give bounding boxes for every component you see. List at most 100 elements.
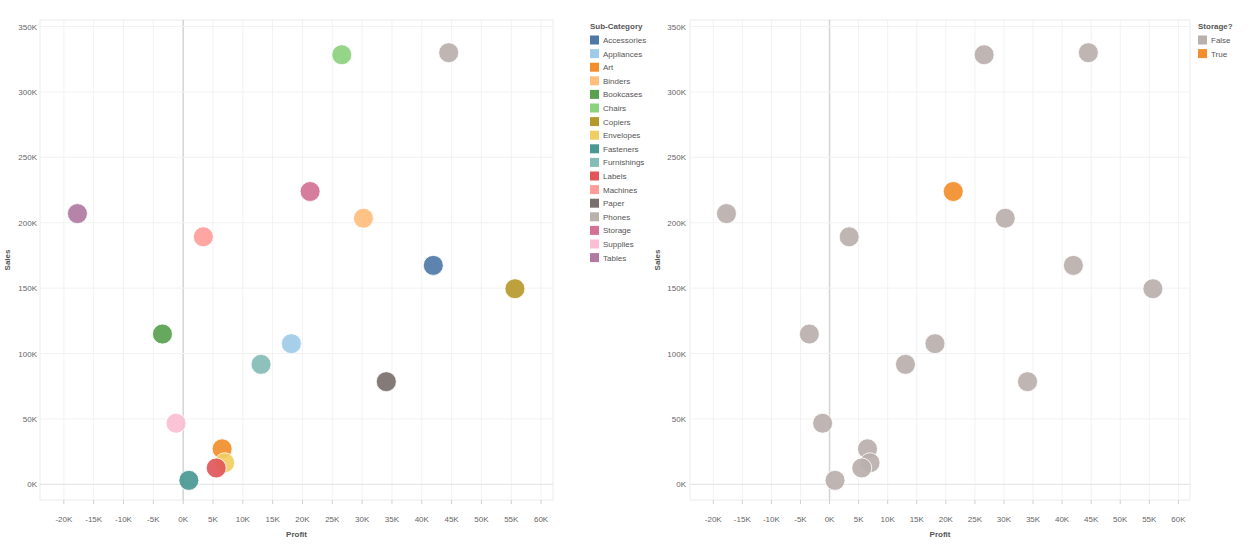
scatter-point — [166, 413, 186, 433]
legend-label: True — [1211, 50, 1228, 59]
x-tick-label: -5K — [147, 515, 160, 524]
x-tick — [63, 500, 64, 504]
legend-label: Binders — [603, 77, 630, 86]
scatter-point — [251, 354, 271, 374]
x-tick — [302, 500, 303, 504]
chart: -20K-15K-10K-5K0K5K10K15K20K25K30K35K40K… — [3, 20, 646, 539]
figure: -20K-15K-10K-5K0K5K10K15K20K25K30K35K40K… — [0, 0, 1250, 550]
scatter-point — [300, 182, 320, 202]
y-tick-label: 100K — [667, 350, 686, 359]
x-tick-label: 0K — [825, 515, 835, 524]
y-tick-label: 250K — [667, 153, 686, 162]
x-tick-label: -20K — [55, 515, 73, 524]
y-grid-line — [690, 91, 1190, 92]
legend-swatch — [590, 131, 599, 140]
x-tick-label: 50K — [1113, 515, 1128, 524]
x-tick — [858, 500, 859, 504]
legend-swatch — [590, 63, 599, 72]
legend-swatch — [590, 185, 599, 194]
y-grid-line — [690, 353, 1190, 354]
x-tick-label: -10K — [763, 515, 781, 524]
legend-swatch — [590, 76, 599, 85]
legend-swatch — [590, 158, 599, 167]
legend-label: Appliances — [603, 50, 642, 59]
x-tick-label: 10K — [236, 515, 251, 524]
x-tick — [481, 500, 482, 504]
x-tick-label: 5K — [854, 515, 864, 524]
x-tick-label: 60K — [534, 515, 549, 524]
y-tick-label: 250K — [18, 153, 37, 162]
legend-label: Supplies — [603, 240, 634, 249]
scatter-point — [813, 413, 833, 433]
x-tick-label: -20K — [705, 515, 723, 524]
x-tick-label: 60K — [1171, 515, 1186, 524]
x-tick — [887, 500, 888, 504]
x-tick — [916, 500, 917, 504]
legend-label: Phones — [603, 213, 630, 222]
y-grid-line — [690, 418, 1190, 419]
scatter-point — [974, 45, 994, 65]
scatter-point — [1063, 255, 1083, 275]
x-tick-label: -10K — [115, 515, 133, 524]
x-tick-label: 10K — [881, 515, 896, 524]
legend-label: Storage — [603, 226, 632, 235]
x-tick-label: 30K — [997, 515, 1012, 524]
x-tick-label: 5K — [208, 515, 218, 524]
scatter-point — [799, 324, 819, 344]
scatter-point — [281, 334, 301, 354]
x-tick-label: 40K — [415, 515, 430, 524]
legend-swatch — [590, 104, 599, 113]
legend-swatch — [590, 212, 599, 221]
legend-label: Copiers — [603, 118, 631, 127]
legend-swatch — [590, 117, 599, 126]
legend-label: Furnishings — [603, 158, 644, 167]
x-tick — [1120, 500, 1121, 504]
x-tick — [713, 500, 714, 504]
x-axis-title: Profit — [286, 530, 307, 539]
marks — [716, 43, 1162, 491]
legend-swatch — [1198, 49, 1207, 58]
y-tick-label: 200K — [667, 219, 686, 228]
legend-label: Bookcases — [603, 90, 642, 99]
x-tick-label: 45K — [444, 515, 459, 524]
x-tick — [421, 500, 422, 504]
x-tick — [212, 500, 213, 504]
y-tick-label: 350K — [18, 23, 37, 32]
scatter-point — [995, 208, 1015, 228]
scatter-point — [332, 45, 352, 65]
scatter-point — [895, 354, 915, 374]
x-tick — [1178, 500, 1179, 504]
x-tick — [829, 500, 830, 504]
legend-title: Sub-Category — [590, 22, 643, 31]
x-tick-label: 15K — [266, 515, 281, 524]
scatter-point — [152, 324, 172, 344]
scatter-point — [439, 43, 459, 63]
x-tick — [974, 500, 975, 504]
scatter-point — [1018, 372, 1038, 392]
legend-swatch — [590, 199, 599, 208]
legend-label: Accessories — [603, 36, 646, 45]
x-tick — [451, 500, 452, 504]
x-tick-label: 45K — [1084, 515, 1099, 524]
legend-swatch — [590, 226, 599, 235]
x-tick-label: 20K — [939, 515, 954, 524]
scatter-point — [839, 227, 859, 247]
legend-label: Chairs — [603, 104, 626, 113]
scatter-point — [179, 470, 199, 490]
scatter-point — [206, 458, 226, 478]
y-tick-label: 100K — [18, 350, 37, 359]
legend-label: Machines — [603, 186, 637, 195]
x-tick-label: 50K — [474, 515, 489, 524]
y-tick-label: 350K — [667, 23, 686, 32]
x-tick-label: 25K — [325, 515, 340, 524]
x-tick-label: 55K — [1142, 515, 1157, 524]
legend-swatch — [1198, 36, 1207, 45]
x-tick — [541, 500, 542, 504]
legend-swatch — [590, 172, 599, 181]
y-tick-label: 0K — [27, 480, 37, 489]
y-grid-line — [40, 418, 553, 419]
plot-frame — [690, 20, 1190, 500]
y-tick-label: 150K — [18, 284, 37, 293]
x-tick — [1033, 500, 1034, 504]
legend-swatch — [590, 144, 599, 153]
